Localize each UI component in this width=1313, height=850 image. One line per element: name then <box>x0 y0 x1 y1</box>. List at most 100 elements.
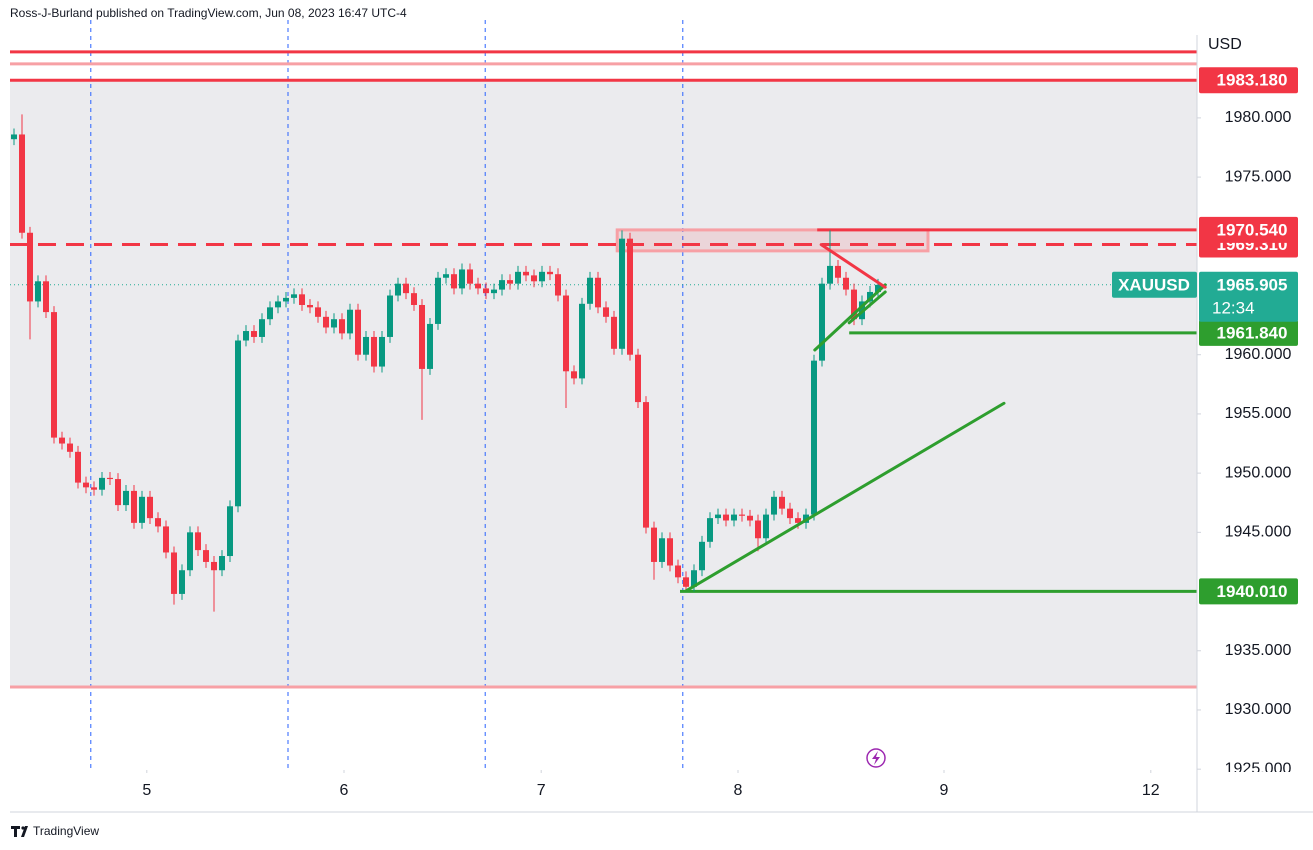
resistance-box <box>615 228 930 253</box>
candle-body <box>619 238 625 349</box>
candle-body <box>35 281 41 302</box>
candle-body <box>243 331 249 341</box>
candle-body <box>539 271 545 282</box>
candle-body <box>779 496 785 509</box>
range-zone <box>10 80 1197 687</box>
candle-body <box>75 451 81 483</box>
candle-body <box>171 552 177 594</box>
y-tick-label: 1975.000 <box>1225 168 1292 185</box>
candle-body <box>723 514 729 521</box>
candle-body <box>451 274 457 289</box>
candle-body <box>99 477 105 490</box>
y-tick-label: 1945.000 <box>1225 524 1292 541</box>
candle-body <box>43 281 49 313</box>
candle-body <box>643 402 649 528</box>
trend-line <box>819 243 887 289</box>
price-badge-label: 1961.840 <box>1217 323 1288 342</box>
candle-body <box>827 265 833 284</box>
price-badge-label: 1970.540 <box>1217 220 1288 239</box>
candle-body <box>139 496 145 523</box>
candle-body <box>19 134 25 233</box>
candle-body <box>363 336 369 355</box>
candle-body <box>699 541 705 571</box>
candle-body <box>835 265 841 278</box>
lightning-icon[interactable] <box>866 748 886 768</box>
candle-body <box>579 303 585 379</box>
candle-body <box>635 354 641 403</box>
candle-body <box>115 479 121 506</box>
candle-body <box>203 550 209 562</box>
candle-body <box>627 238 633 355</box>
candle-body <box>211 561 217 571</box>
candle-body <box>563 295 569 372</box>
candle-body <box>419 304 425 369</box>
candle-body <box>387 295 393 337</box>
candle-body <box>571 371 577 379</box>
candle-body <box>59 437 65 444</box>
brand-name: TradingView <box>33 824 99 838</box>
candle-body <box>787 508 793 519</box>
candle-body <box>147 496 153 519</box>
candle-body <box>747 515 753 521</box>
trend-line <box>847 290 887 325</box>
x-tick-label: 5 <box>142 782 151 799</box>
y-tick-label: 1950.000 <box>1225 464 1292 481</box>
candle-body <box>475 283 481 289</box>
candle-body <box>27 232 33 302</box>
candle-body <box>11 134 17 140</box>
y-tick-label: 1930.000 <box>1225 701 1292 718</box>
symbol-label: XAUUSD <box>1118 275 1190 294</box>
candle-body <box>659 538 665 562</box>
x-tick-label: 7 <box>537 782 546 799</box>
x-tick-label: 9 <box>940 782 949 799</box>
candle-body <box>851 289 857 320</box>
candle-body <box>91 487 97 490</box>
candle-body <box>459 269 465 289</box>
candle-body <box>811 360 817 515</box>
candle-body <box>523 271 529 276</box>
candle-body <box>251 331 257 337</box>
candle-body <box>467 269 473 284</box>
candle-body <box>227 506 233 557</box>
candle-body <box>339 319 345 334</box>
candle-body <box>483 288 489 294</box>
candle-body <box>651 527 657 562</box>
candle-body <box>179 570 185 594</box>
candle-body <box>507 280 513 284</box>
y-tick-label: 1980.000 <box>1225 109 1292 126</box>
candle-body <box>491 289 497 294</box>
candle-body <box>843 277 849 290</box>
last-price-label: 1965.905 <box>1217 275 1288 294</box>
y-tick-label: 1925.000 <box>1225 760 1292 777</box>
candle-body <box>515 271 521 284</box>
last-price-badge <box>1199 271 1298 322</box>
candle-body <box>739 514 745 516</box>
candle-body <box>667 538 673 566</box>
candle-body <box>875 284 881 292</box>
candle-body <box>603 307 609 317</box>
x-tick-label: 12 <box>1142 782 1160 799</box>
candle-body <box>83 482 89 488</box>
candle-body <box>67 443 73 452</box>
countdown-label: 12:34 <box>1212 298 1255 317</box>
candle-body <box>235 340 241 507</box>
currency-label: USD <box>1208 36 1242 53</box>
y-tick-label: 1960.000 <box>1225 346 1292 363</box>
price-badge-label: 1940.010 <box>1217 582 1288 601</box>
candle-body <box>371 336 377 367</box>
candle-body <box>299 294 305 305</box>
candle-body <box>867 291 873 302</box>
candle-body <box>587 277 593 304</box>
candle-body <box>155 518 161 527</box>
symbol-badge <box>1112 271 1197 298</box>
candle-body <box>395 283 401 296</box>
candle-body <box>379 336 385 367</box>
candle-body <box>731 514 737 521</box>
candle-body <box>291 294 297 298</box>
trend-line <box>813 283 887 352</box>
candle-body <box>51 312 57 438</box>
price-badge <box>1199 319 1298 346</box>
overlay: Ross-J-Burland published on TradingView.… <box>10 6 1313 838</box>
